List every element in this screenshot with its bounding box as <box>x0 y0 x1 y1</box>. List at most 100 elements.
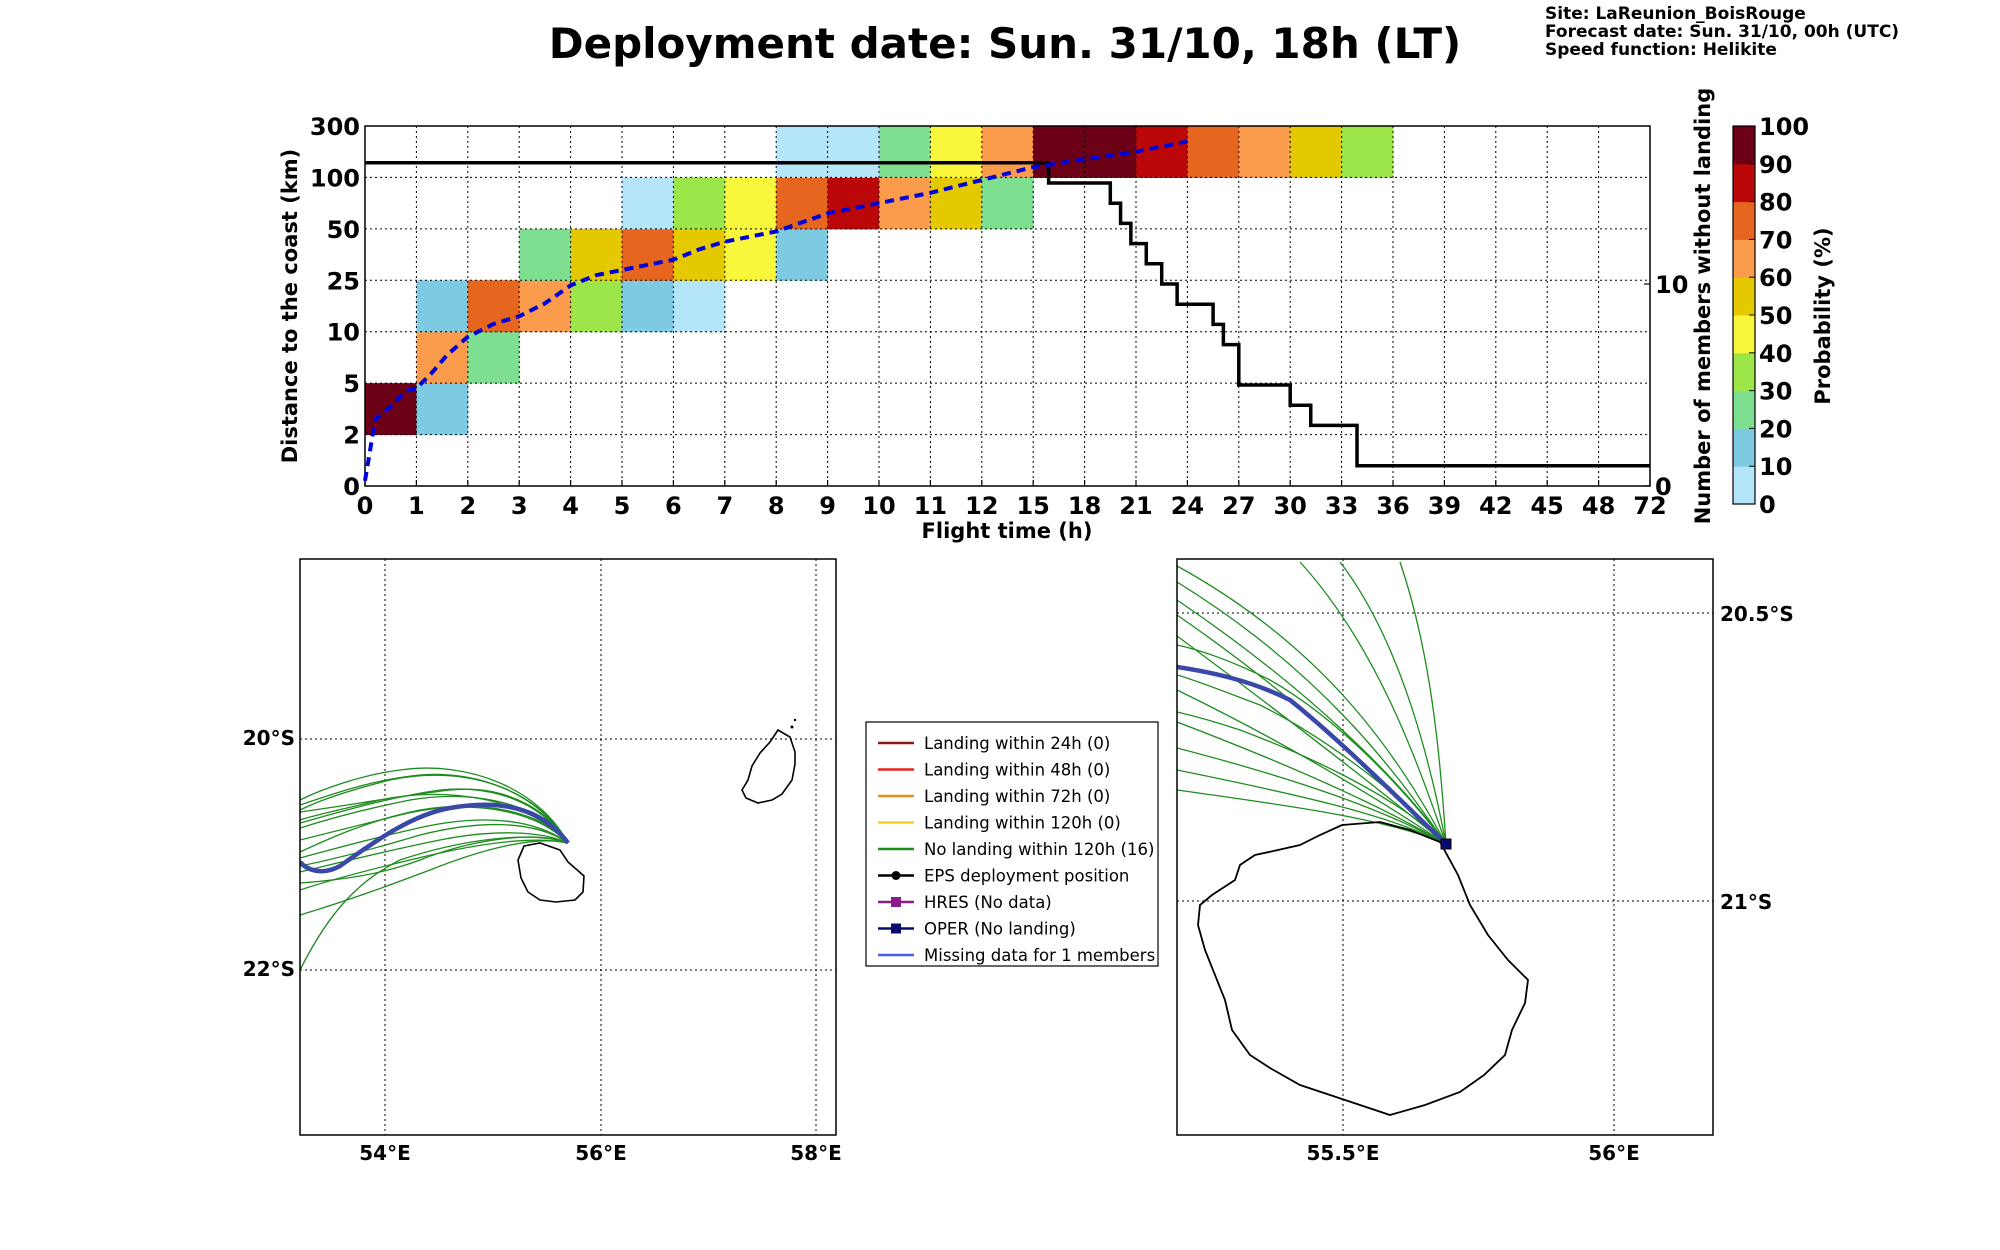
y-tick-label: 50 <box>327 216 360 244</box>
x-tick-label: 2 <box>459 492 476 520</box>
colorbar-swatch <box>1733 352 1755 392</box>
heatmap-grid <box>365 126 1650 486</box>
map-left-islet <box>790 725 794 729</box>
legend-label: Landing within 48h (0) <box>924 761 1110 780</box>
colorbar-tick-label: 40 <box>1759 340 1792 368</box>
colorbar-tick-label: 100 <box>1759 113 1809 141</box>
x-tick-label: 33 <box>1325 492 1358 520</box>
x-tick-label: 7 <box>716 492 733 520</box>
legend-label: EPS deployment position <box>924 867 1129 886</box>
map-right-reunion-coast <box>1197 821 1529 1116</box>
heatmap-cell <box>930 177 983 230</box>
heatmap-cell <box>724 228 777 281</box>
colorbar-tick-label: 90 <box>1759 151 1792 179</box>
heatmap-cell <box>981 126 1034 178</box>
map-right-frame <box>1176 558 1714 1136</box>
x-tick-label: 0 <box>357 492 374 520</box>
x-tick-label: 45 <box>1530 492 1563 520</box>
y2-axis-label: Number of members without landing <box>1691 88 1715 525</box>
map-right-lon-tick: 55.5°E <box>1306 1141 1379 1165</box>
colorbar-swatch <box>1733 315 1755 354</box>
x-tick-label: 72 <box>1633 492 1666 520</box>
x-axis-label: Flight time (h) <box>922 519 1093 543</box>
heatmap-lines <box>363 139 1650 482</box>
y2-tick-label: 0 <box>1655 473 1672 501</box>
colorbar-tick-label: 80 <box>1759 189 1792 217</box>
colorbar: 0 10 20 30 40 50 60 70 80 90 100 Probability (%) <box>1732 113 1835 519</box>
heatmap-cell <box>570 280 623 333</box>
map-left-grid <box>300 559 836 1135</box>
heatmap-cell <box>622 228 674 281</box>
heatmap-cells <box>365 126 1394 436</box>
x-tick-label: 6 <box>665 492 682 520</box>
map-left-mauritius-coast <box>741 728 796 804</box>
colorbar-tick-label: 70 <box>1759 226 1792 254</box>
heatmap-cell <box>416 280 469 333</box>
legend-marker <box>891 923 901 934</box>
heatmap-cell <box>827 126 880 178</box>
heatmap-cell <box>519 280 572 333</box>
map-left-reunion-coast <box>517 842 585 903</box>
heatmap-cell <box>622 177 674 230</box>
colorbar-swatch <box>1733 239 1755 278</box>
heatmap-cell <box>1136 126 1188 178</box>
map-left-oper-track <box>300 802 570 874</box>
colorbar-swatch <box>1733 277 1755 316</box>
members-without-landing-line <box>365 161 1650 468</box>
y-tick-label: 10 <box>327 319 360 347</box>
legend-marker <box>891 871 901 880</box>
x-tick-label: 8 <box>768 492 785 520</box>
colorbar-ticks: 0 10 20 30 40 50 60 70 80 90 100 <box>1749 113 1809 519</box>
map-right-deployment-marker <box>1440 838 1452 850</box>
colorbar-tick-label: 10 <box>1759 453 1792 481</box>
map-right-lat-tick: 21°S <box>1720 890 1772 914</box>
heatmap-cell <box>930 126 983 178</box>
heatmap-cell <box>416 383 469 436</box>
x-tick-label: 4 <box>562 492 579 520</box>
colorbar-tick-label: 0 <box>1759 491 1776 519</box>
map-right-lat-tick: 20.5°S <box>1720 602 1794 626</box>
y-axis-label: Distance to the coast (km) <box>278 149 302 464</box>
colorbar-tick-label: 60 <box>1759 264 1792 292</box>
heatmap-cell <box>1033 126 1086 178</box>
probability-heatmap: 0 1 2 3 4 5 6 7 8 9 10 11 12 15 18 21 24 27 30 33 36 39 42 45 48… <box>278 88 1715 543</box>
legend-label: OPER (No landing) <box>924 920 1076 939</box>
heatmap-cell <box>673 228 726 281</box>
heatmap-cell <box>519 228 572 281</box>
heatmap-cell <box>1290 126 1343 178</box>
x-tick-label: 24 <box>1171 492 1204 520</box>
heatmap-cell <box>1238 126 1291 178</box>
colorbar-tick-label: 30 <box>1759 378 1792 406</box>
legend-frame <box>865 721 1159 967</box>
forecast-label: Forecast date: Sun. 31/10, 00h (UTC) <box>1545 22 1899 42</box>
x-tick-label: 12 <box>965 492 998 520</box>
heatmap-cell <box>467 331 520 384</box>
y-tick-label: 0 <box>343 473 360 501</box>
x-tick-label: 48 <box>1582 492 1615 520</box>
heatmap-cell <box>622 280 674 333</box>
x-tick-label: 5 <box>614 492 631 520</box>
site-label: Site: LaReunion_BoisRouge <box>1545 4 1806 24</box>
colorbar-swatch <box>1733 126 1755 165</box>
map-right-member-tracks <box>1177 561 1447 845</box>
x-tick-label: 42 <box>1479 492 1512 520</box>
colorbar-swatch <box>1733 163 1755 203</box>
map-right: 55.5°E 56°E 20.5°S 21°S <box>1176 558 1794 1165</box>
x-tick-label: 18 <box>1068 492 1101 520</box>
legend-marker <box>891 897 901 907</box>
legend-label: No landing within 120h (16) <box>924 840 1154 859</box>
heatmap-frame <box>364 125 1651 487</box>
map-left-lon-tick: 56°E <box>575 1141 627 1165</box>
x-tick-label: 21 <box>1119 492 1152 520</box>
x-tick-label: 1 <box>408 492 425 520</box>
x-tick-label: 30 <box>1273 492 1306 520</box>
x-tick-label: 15 <box>1016 492 1049 520</box>
y-tick-label: 100 <box>310 164 360 192</box>
heatmap-cell <box>879 126 931 178</box>
colorbar-swatch <box>1733 428 1755 467</box>
heatmap-cell <box>1187 126 1240 178</box>
x-tick-label: 9 <box>819 492 836 520</box>
heatmap-cell <box>1341 126 1394 178</box>
legend-label: Landing within 24h (0) <box>924 734 1110 753</box>
map-left-lon-tick: 54°E <box>359 1141 411 1165</box>
